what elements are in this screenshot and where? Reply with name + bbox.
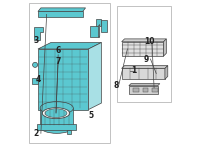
Polygon shape xyxy=(122,69,165,79)
Text: 4: 4 xyxy=(35,75,41,84)
Polygon shape xyxy=(129,86,158,94)
Text: 6: 6 xyxy=(56,46,61,55)
Polygon shape xyxy=(122,42,163,56)
Polygon shape xyxy=(122,66,168,69)
Polygon shape xyxy=(163,39,166,56)
Ellipse shape xyxy=(42,108,70,119)
Ellipse shape xyxy=(40,120,73,133)
Polygon shape xyxy=(165,66,168,79)
Text: 1: 1 xyxy=(131,66,137,75)
Text: 10: 10 xyxy=(144,37,154,46)
Polygon shape xyxy=(38,42,101,49)
Polygon shape xyxy=(129,84,160,86)
Ellipse shape xyxy=(33,62,38,67)
Text: 3: 3 xyxy=(33,36,38,45)
Polygon shape xyxy=(88,42,101,110)
Polygon shape xyxy=(122,39,166,42)
Polygon shape xyxy=(67,130,71,134)
Text: 8: 8 xyxy=(114,81,119,90)
Ellipse shape xyxy=(40,102,73,115)
Polygon shape xyxy=(34,27,43,40)
Text: 7: 7 xyxy=(55,57,61,66)
Polygon shape xyxy=(32,78,38,84)
FancyBboxPatch shape xyxy=(143,88,148,92)
Text: 9: 9 xyxy=(144,55,149,64)
Ellipse shape xyxy=(45,109,67,118)
Text: 5: 5 xyxy=(89,111,94,120)
Polygon shape xyxy=(40,108,73,127)
Text: 2: 2 xyxy=(33,129,38,138)
Polygon shape xyxy=(38,8,86,11)
FancyBboxPatch shape xyxy=(117,6,171,102)
Polygon shape xyxy=(96,19,101,26)
Polygon shape xyxy=(38,11,83,17)
Polygon shape xyxy=(38,49,88,110)
FancyBboxPatch shape xyxy=(152,88,158,92)
Polygon shape xyxy=(37,124,76,130)
Polygon shape xyxy=(90,26,99,37)
FancyBboxPatch shape xyxy=(133,88,139,92)
FancyBboxPatch shape xyxy=(29,3,110,143)
Polygon shape xyxy=(99,24,100,37)
Polygon shape xyxy=(101,20,107,32)
